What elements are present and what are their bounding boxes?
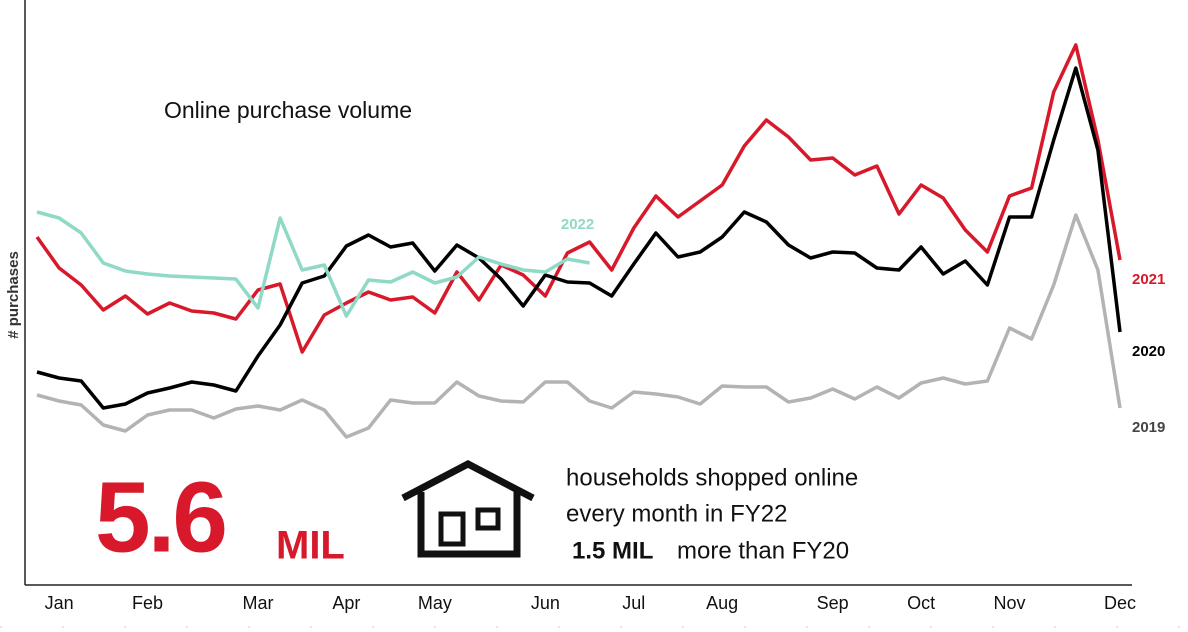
x-tick-label: Apr	[332, 593, 360, 613]
legend-label: 2020	[1132, 343, 1165, 360]
comparison-text: more than FY20	[677, 537, 849, 564]
house-icon	[401, 460, 535, 558]
x-tick-label: Nov	[993, 593, 1025, 613]
x-tick-label: Aug	[706, 593, 738, 613]
stat-unit: MIL	[276, 524, 345, 568]
y-axis-label: # purchases	[5, 251, 22, 339]
comparison-value: 1.5 MIL	[572, 537, 653, 564]
series-line	[35, 43, 1122, 354]
x-tick-label: Mar	[243, 593, 274, 613]
series-line	[36, 213, 1122, 439]
series-line	[36, 66, 1122, 410]
x-tick-label: Jun	[531, 593, 560, 613]
description-line: households shopped online	[566, 464, 858, 491]
x-tick-label: Feb	[132, 593, 163, 613]
x-tick-label: Jan	[45, 593, 74, 613]
legend-label: 2019	[1132, 419, 1165, 436]
x-tick-label: Oct	[907, 593, 935, 613]
x-tick-label: May	[418, 593, 452, 613]
description-line: every month in FY22	[566, 500, 787, 527]
legend-label: 2022	[561, 216, 594, 233]
chart-title: Online purchase volume	[164, 97, 412, 123]
stat-value: 5.6	[95, 461, 225, 573]
x-tick-label: Dec	[1104, 593, 1136, 613]
legend-label: 2021	[1132, 271, 1165, 288]
x-tick-label: Jul	[622, 593, 645, 613]
series-line	[36, 210, 590, 318]
x-tick-label: Sep	[817, 593, 849, 613]
